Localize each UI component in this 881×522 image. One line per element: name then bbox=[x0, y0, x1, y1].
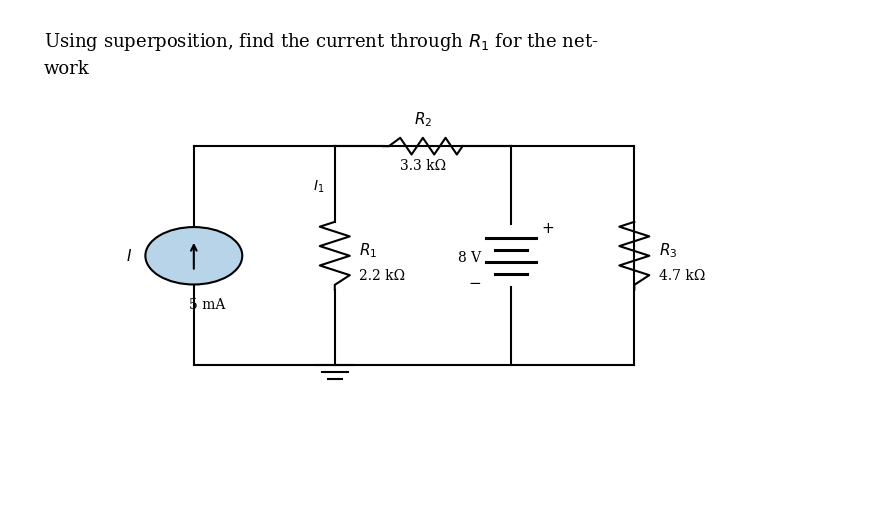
Text: $I_1$: $I_1$ bbox=[313, 179, 324, 195]
Text: $R_2$: $R_2$ bbox=[414, 111, 432, 129]
Text: $I$: $I$ bbox=[126, 248, 132, 264]
Text: $R_1$: $R_1$ bbox=[359, 241, 378, 260]
Text: 3.3 kΩ: 3.3 kΩ bbox=[400, 159, 446, 173]
Text: $R_3$: $R_3$ bbox=[659, 241, 677, 260]
Text: Using superposition, find the current through $R_1$ for the net-: Using superposition, find the current th… bbox=[44, 31, 598, 53]
Text: +: + bbox=[541, 221, 553, 236]
Text: 2.2 kΩ: 2.2 kΩ bbox=[359, 269, 405, 283]
Text: work: work bbox=[44, 60, 90, 78]
Text: −: − bbox=[469, 276, 481, 291]
Text: 8 V: 8 V bbox=[458, 252, 481, 265]
Circle shape bbox=[145, 227, 242, 284]
Text: 4.7 kΩ: 4.7 kΩ bbox=[659, 269, 706, 283]
Text: 5 mA: 5 mA bbox=[189, 298, 226, 312]
